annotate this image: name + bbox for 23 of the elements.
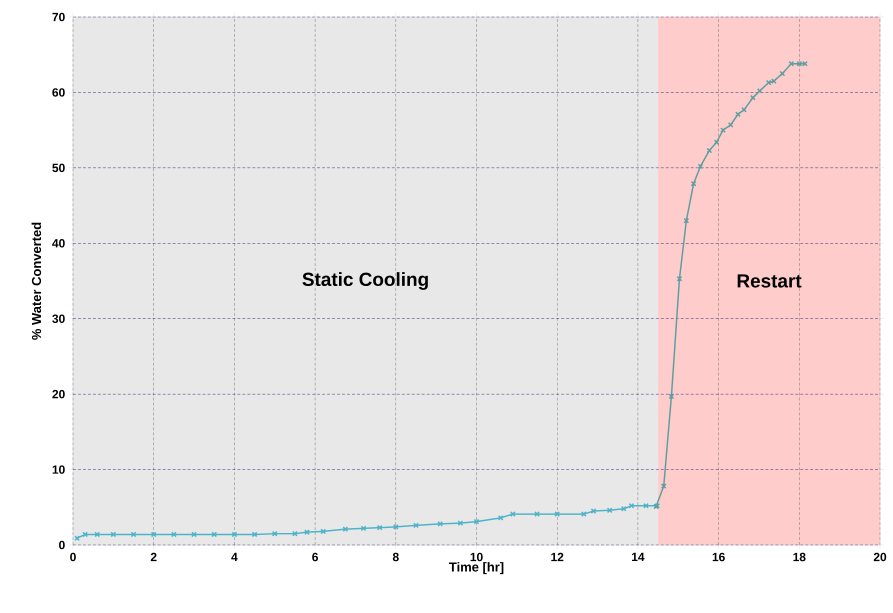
x-tick-label: 0: [70, 552, 76, 562]
band-label: Restart: [738, 274, 802, 288]
x-tick-label: 20: [874, 552, 886, 562]
x-tick-label: 6: [312, 552, 318, 562]
x-tick-label: 10: [470, 552, 483, 562]
y-tick-label: 0: [59, 540, 65, 550]
x-tick-label: 16: [712, 552, 725, 562]
y-tick-label: 70: [52, 12, 65, 22]
x-tick-label: 2: [150, 552, 157, 562]
y-axis-title: % Water Converted: [32, 222, 42, 340]
x-tick-label: 18: [793, 552, 806, 562]
x-axis-title: Time [hr]: [449, 562, 504, 574]
y-tick-label: 30: [52, 314, 65, 323]
x-tick-label: 8: [392, 552, 399, 562]
band-label: Static Cooling: [302, 272, 428, 290]
y-tick-label: 20: [52, 390, 65, 398]
x-tick-label: 14: [632, 552, 644, 561]
y-tick-label: 10: [52, 465, 65, 474]
y-tick-label: 40: [52, 239, 65, 248]
x-tick-label: 4: [231, 552, 238, 561]
y-tick-label: 50: [52, 164, 65, 172]
x-tick-label: 12: [551, 552, 564, 562]
y-tick-label: 60: [52, 88, 65, 97]
